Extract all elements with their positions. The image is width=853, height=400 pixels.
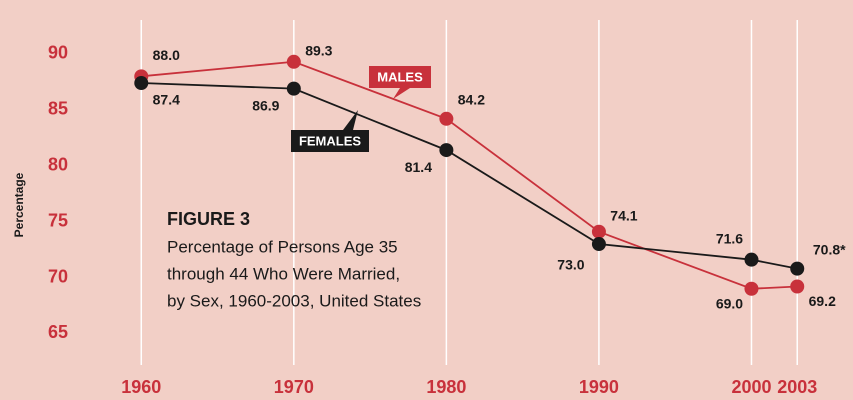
caption: by Sex, 1960-2003, United States [167,291,421,310]
x-tick-label: 1980 [426,377,466,397]
value-label: 69.2 [809,293,836,309]
value-label: 69.0 [716,295,743,311]
marker [286,54,301,69]
marker [591,237,606,252]
marker [286,81,301,96]
y-tick-label: 90 [48,43,68,63]
y-tick-label: 65 [48,322,68,342]
line [141,82,798,270]
value-label: 73.0 [557,257,584,273]
y-axis-label: Percentage [12,172,26,237]
x-tick-label: 1970 [274,377,314,397]
figure-title: FIGURE 3 [167,209,250,229]
legend-pointer [343,110,358,130]
y-tick-label: 80 [48,155,68,175]
legend-box [369,66,431,88]
grid [140,20,798,365]
marker [744,281,759,296]
value-label: 71.6 [716,230,743,246]
legend-box [291,130,369,152]
legend-label: FEMALES [299,133,361,148]
marker [790,261,805,276]
x-tick-label: 2003 [777,377,817,397]
line [141,60,798,290]
marker [591,224,606,239]
x-tick-label: 2000 [731,377,771,397]
value-label: 74.1 [610,207,637,223]
value-label: 70.8* [813,241,846,257]
caption: Percentage of Persons Age 35 [167,237,398,256]
x-tick-label: 1960 [121,377,161,397]
marker [134,76,149,91]
value-label: 89.3 [305,42,332,58]
legend-pointer [393,88,410,99]
caption: through 44 Who Were Married, [167,264,400,283]
marker [790,279,805,294]
marker [439,111,454,126]
value-label: 84.2 [458,92,485,108]
y-tick-label: 85 [48,99,68,119]
marker [439,143,454,158]
x-tick-label: 1990 [579,377,619,397]
value-label: 87.4 [153,92,180,108]
y-tick-label: 75 [48,210,68,230]
marker [744,252,759,267]
y-tick-label: 70 [48,266,68,286]
legend-label: MALES [377,69,423,84]
value-label: 86.9 [252,97,279,113]
value-label: 81.4 [405,159,432,175]
value-label: 88.0 [153,47,180,63]
